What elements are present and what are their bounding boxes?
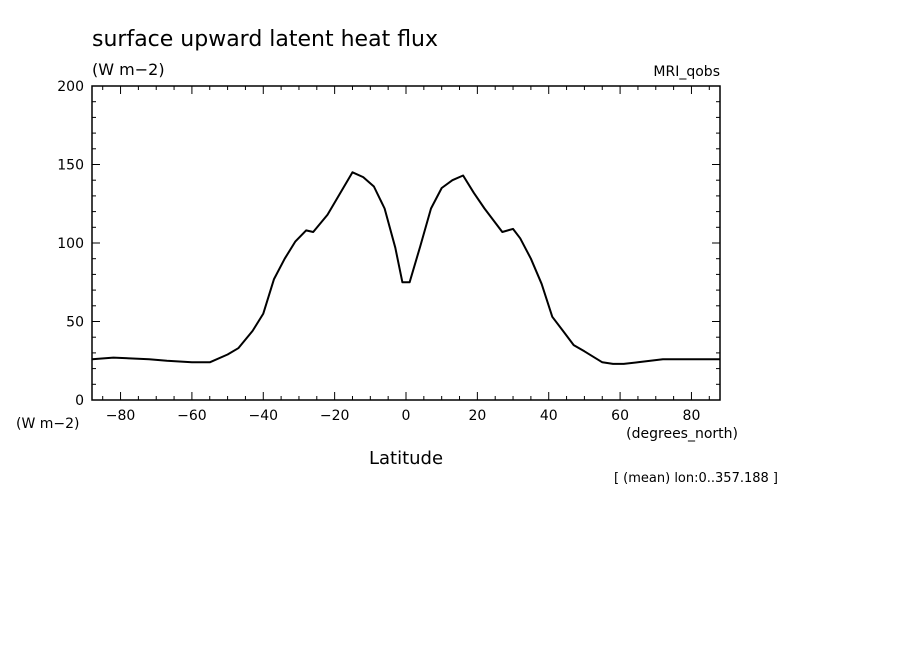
axis-ticks (92, 85, 720, 401)
x-tick-label: 80 (683, 408, 701, 424)
x-tick-label: −60 (177, 408, 207, 424)
plot-frame (91, 85, 721, 401)
x-axis-label: Latitude (369, 448, 443, 469)
x-tick-label: 20 (468, 408, 486, 424)
chart-title: surface upward latent heat flux (92, 27, 438, 52)
model-label: MRI_qobs (653, 64, 720, 80)
x-tick-label: 60 (611, 408, 629, 424)
x-tick-label: −40 (248, 408, 278, 424)
y-tick-label: 200 (57, 79, 84, 95)
x-tick-label: 40 (540, 408, 558, 424)
x-tick-label: −20 (320, 408, 350, 424)
x-axis-units: (degrees_north) (626, 426, 738, 442)
y-tick-label: 100 (57, 236, 84, 252)
series-line (91, 171, 720, 365)
chart-units: (W m−2) (92, 60, 165, 79)
y-tick-label: 0 (75, 393, 84, 409)
y-tick-label: 50 (66, 315, 84, 331)
footnote: [ (mean) lon:0..357.188 ] (614, 471, 778, 486)
axis-tick-labels: −80 −60 −40 −20 0 20 40 60 80 0 50 100 150 200 (57, 79, 700, 424)
x-tick-label: 0 (402, 408, 411, 424)
y-tick-label: 150 (57, 158, 84, 174)
y-axis-units: (W m−2) (16, 416, 80, 432)
x-tick-label: −80 (106, 408, 136, 424)
